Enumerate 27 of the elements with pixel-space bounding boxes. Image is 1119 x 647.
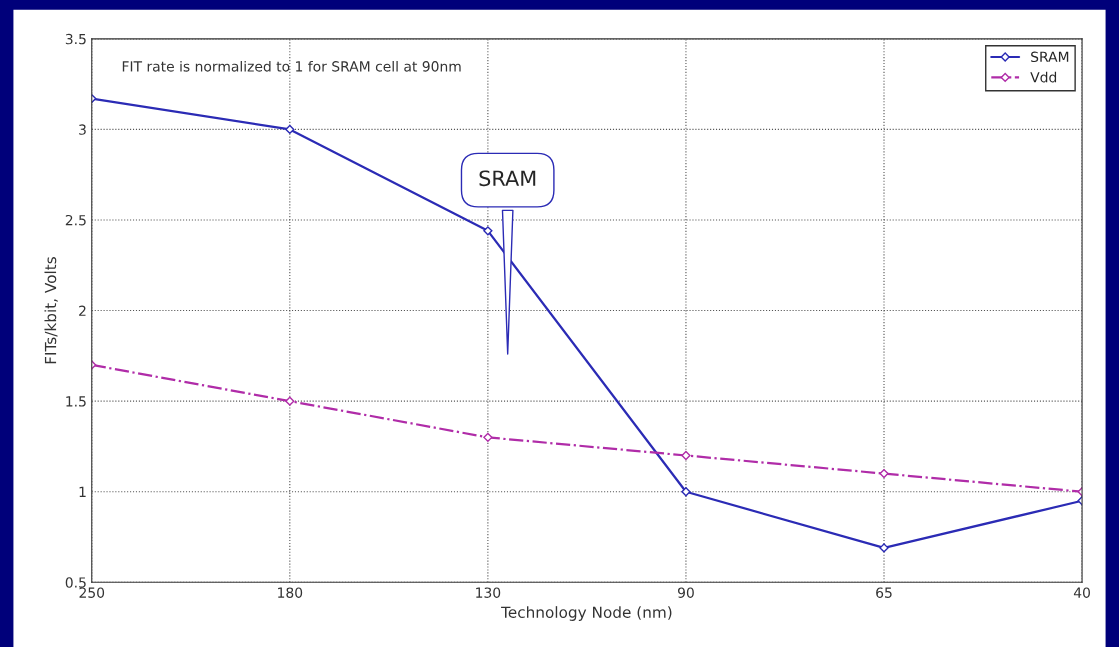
y-tick-label: 2.5 xyxy=(65,214,86,226)
y-tick-label: 2 xyxy=(79,305,86,316)
x-tick-label: 180 xyxy=(278,587,303,598)
point xyxy=(879,543,889,553)
y-tick-label: 1 xyxy=(79,486,86,497)
annotation: FIT rate is normalized to 1 for SRAM cell at 90nm xyxy=(122,60,461,72)
y-axis-title: FITs/kbit, Volts xyxy=(44,257,58,364)
legend-label: Vdd xyxy=(1030,71,1057,83)
point xyxy=(879,468,889,479)
x-axis-title: Technology Node (nm) xyxy=(501,606,672,621)
y-tick-label: 0.5 xyxy=(65,577,86,588)
y-tick-label: 1.5 xyxy=(66,396,86,407)
point xyxy=(285,124,295,135)
point xyxy=(681,487,691,497)
x-tick-label: 250 xyxy=(79,587,105,598)
y-tick-label: 3 xyxy=(79,124,86,135)
x-tick-label: 90 xyxy=(677,587,694,598)
point xyxy=(681,450,691,461)
annotation: SRAM xyxy=(479,170,536,187)
point xyxy=(285,396,295,406)
y-tick-label: 3.5 xyxy=(65,33,86,45)
point xyxy=(483,226,493,236)
legend-label: SRAM xyxy=(1031,51,1069,63)
x-tick-label: 130 xyxy=(476,587,501,598)
x-tick-label: 40 xyxy=(1073,587,1090,598)
x-tick-label: 65 xyxy=(876,587,892,598)
point xyxy=(483,432,493,442)
